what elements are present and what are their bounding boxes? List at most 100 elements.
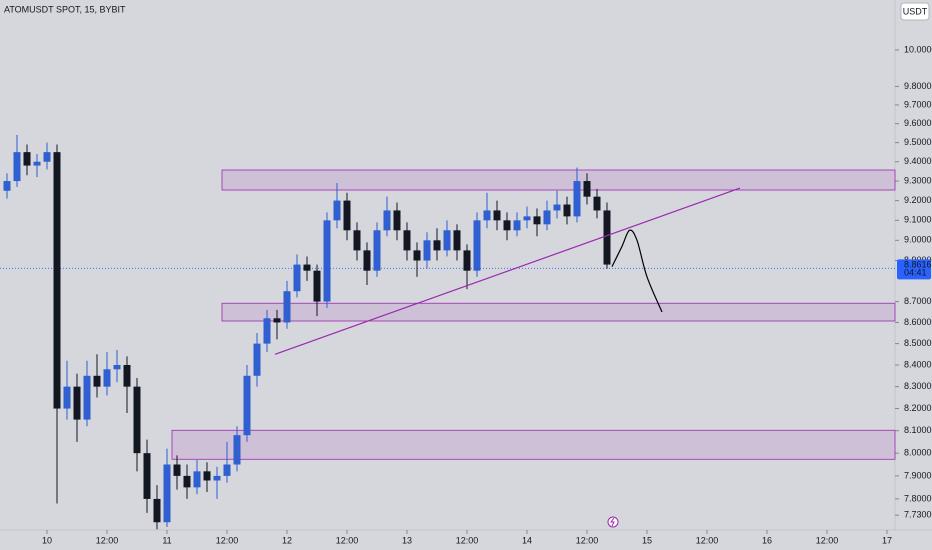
candle-body (483, 210, 491, 221)
y-tick-label: 9.0000 (904, 235, 932, 245)
candle-body (293, 264, 301, 292)
y-tick-label: 8.7000 (904, 296, 932, 306)
x-tick-label: 10 (42, 535, 52, 545)
candle-body (63, 386, 71, 409)
candle-body (403, 230, 411, 251)
candle-body (223, 464, 231, 476)
candle-body (173, 464, 181, 476)
candle-body (443, 230, 451, 251)
y-tick-label: 9.6000 (904, 118, 932, 128)
y-tick-label: 9.7000 (904, 99, 932, 109)
candle-body (73, 386, 81, 420)
candle-body (103, 369, 111, 387)
last-price-box (897, 259, 931, 280)
candle-body (153, 498, 161, 523)
candle-body (563, 204, 571, 217)
candle-body (593, 196, 601, 211)
candle-body (373, 230, 381, 271)
trendline (274, 187, 741, 355)
candle-body (163, 464, 171, 523)
x-tick-label: 14 (522, 535, 532, 545)
candle-body (493, 210, 501, 221)
candle-body (573, 181, 581, 217)
x-tick-label: 12:00 (96, 535, 119, 545)
y-tick-label: 9.5000 (904, 137, 932, 147)
candle-body (603, 210, 611, 265)
y-tick-label: 8.2000 (904, 403, 932, 413)
candle-body (3, 181, 11, 191)
candle-body (413, 250, 421, 261)
candle-body (13, 152, 21, 182)
candle-body (333, 200, 341, 221)
candle-body (453, 230, 461, 251)
y-tick-label: 7.8000 (904, 493, 932, 503)
y-tick-label: 7.7300 (904, 510, 932, 520)
y-tick-label: 8.4000 (904, 359, 932, 369)
candle-body (513, 220, 521, 231)
x-tick-label: 12 (282, 535, 292, 545)
candle-body (503, 220, 511, 231)
candle-body (473, 220, 481, 271)
candle-body (263, 318, 271, 344)
candle-body (423, 240, 431, 261)
candle-body (113, 364, 121, 370)
candle-body (393, 210, 401, 231)
projection-curve (611, 229, 663, 313)
zone (221, 169, 896, 191)
candle-body (433, 240, 441, 251)
y-tick-label: 8.0000 (904, 448, 932, 458)
candle-body (363, 250, 371, 271)
candle-body (523, 216, 531, 221)
candle-body (83, 375, 91, 420)
currency-label[interactable]: USDT (903, 6, 928, 16)
candle-body (553, 204, 561, 211)
x-tick-label: 11 (162, 535, 171, 545)
candle-body (123, 364, 131, 387)
candle-body (303, 264, 311, 271)
candle-body (283, 291, 291, 323)
candle-body (353, 230, 361, 251)
candle-body (133, 386, 141, 454)
event-icon-bolt (610, 517, 615, 527)
candle-body (193, 471, 201, 488)
candle-body (183, 475, 191, 488)
candle-body (243, 375, 251, 436)
x-tick-label: 12:00 (456, 535, 479, 545)
y-tick-label: 9.2000 (904, 195, 932, 205)
candle-body (33, 161, 41, 166)
y-tick-label: 10.0000 (904, 44, 932, 54)
x-tick-label: 13 (402, 535, 412, 545)
x-tick-label: 12:00 (696, 535, 719, 545)
candle-body (463, 250, 471, 271)
y-tick-label: 9.3000 (904, 175, 932, 185)
zone (171, 429, 896, 460)
candle-body (23, 152, 31, 166)
x-tick-label: 12:00 (816, 535, 839, 545)
x-tick-label: 15 (642, 535, 652, 545)
y-tick-label: 9.4000 (904, 156, 932, 166)
y-tick-label: 7.9000 (904, 470, 932, 480)
candle-body (43, 152, 51, 162)
x-tick-label: 12:00 (576, 535, 599, 545)
last-price-label: 8.8616 (904, 260, 932, 270)
candle-body (93, 375, 101, 387)
candle-body (383, 210, 391, 231)
candle-body (323, 220, 331, 302)
y-tick-label: 8.5000 (904, 338, 932, 348)
y-tick-label: 8.1000 (904, 425, 932, 435)
y-tick-label: 9.8000 (904, 81, 932, 91)
y-tick-label: 8.3000 (904, 381, 932, 391)
candle-body (313, 270, 321, 302)
x-tick-label: 12:00 (216, 535, 239, 545)
candle-body (343, 200, 351, 231)
currency-button[interactable] (900, 2, 930, 21)
x-tick-label: 12:00 (336, 535, 359, 545)
candle-body (533, 216, 541, 225)
candle-body (203, 471, 211, 481)
countdown-label: 04:41 (904, 268, 927, 278)
candle-body (253, 343, 261, 376)
y-tick-label: 8.6000 (904, 317, 932, 327)
candle-body (233, 435, 241, 465)
candle-body (53, 152, 61, 409)
